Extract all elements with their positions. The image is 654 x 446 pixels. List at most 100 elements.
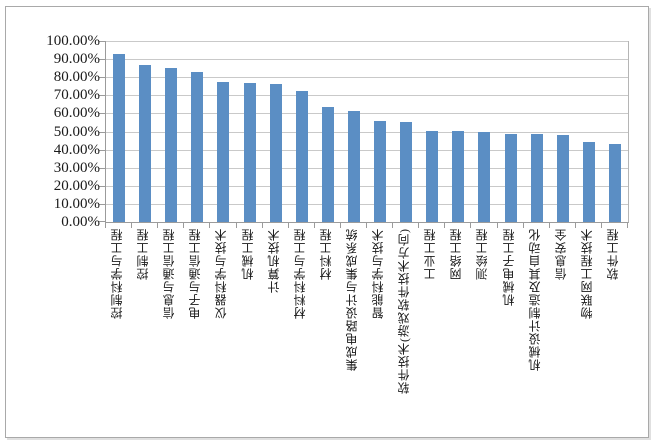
x-axis-label: 机械工程 xyxy=(236,228,262,428)
y-axis-tick xyxy=(99,186,105,187)
x-axis-label: 软件技术(游戏软件技术方向) xyxy=(392,228,418,428)
chart-bar xyxy=(270,84,282,222)
x-axis-tick xyxy=(470,222,471,228)
y-axis-label: 80.00% xyxy=(53,69,100,85)
x-axis-label-text: 控制科学与工程 xyxy=(110,228,125,319)
x-axis-label: 电子与通信工程 xyxy=(183,228,209,428)
y-axis-tick xyxy=(99,59,105,60)
gridline xyxy=(106,59,628,60)
x-axis-label-text: 机械设计制造及其自动化 xyxy=(528,228,543,371)
y-axis-label: 70.00% xyxy=(53,87,100,103)
x-axis-label: 工业工程 xyxy=(418,228,444,428)
x-axis-tick xyxy=(444,222,445,228)
y-axis-tick xyxy=(99,168,105,169)
x-axis-label: 测绘工程 xyxy=(470,228,496,428)
chart-bar xyxy=(165,68,177,222)
x-axis-label: 材料科学与工程 xyxy=(288,228,314,428)
chart-bar xyxy=(609,144,621,222)
y-axis-tick xyxy=(99,150,105,151)
x-axis-tick xyxy=(236,222,237,228)
x-axis-tick xyxy=(105,222,106,228)
y-axis-label: 40.00% xyxy=(53,142,100,158)
x-axis-tick xyxy=(131,222,132,228)
x-axis-label-text: 信息安全 xyxy=(554,228,569,280)
bar-chart-frame: 0.00% 10.00% 20.00% 30.00% 40.00% 50.00% 60.00… xyxy=(5,6,649,438)
gridline xyxy=(106,168,628,169)
chart-bar xyxy=(296,90,308,222)
x-axis-label: 信息安全 xyxy=(549,228,575,428)
chart-bar xyxy=(113,53,125,222)
chart-bar xyxy=(452,130,464,222)
chart-bar xyxy=(139,65,151,222)
x-axis-label-text: 集成电路设计与集成系统 xyxy=(345,228,360,371)
x-axis-label: 信息与通信工程 xyxy=(157,228,183,428)
gridline xyxy=(106,150,628,151)
x-axis-label-text: 仪器科学与技术 xyxy=(214,228,229,319)
x-axis-label: 计算机技术 xyxy=(262,228,288,428)
gridline xyxy=(106,77,628,78)
chart-bar xyxy=(244,82,256,222)
chart-bar xyxy=(322,107,334,222)
chart-bar xyxy=(557,135,569,222)
y-axis-label: 20.00% xyxy=(53,178,100,194)
x-axis-tick xyxy=(627,222,628,228)
plot-area xyxy=(99,41,629,228)
x-axis-tick xyxy=(157,222,158,228)
x-axis-tick xyxy=(183,222,184,228)
x-axis-label-text: 电子与通信工程 xyxy=(188,228,203,319)
chart-bar xyxy=(426,130,438,222)
x-axis-tick xyxy=(523,222,524,228)
x-axis-label-text: 工业工程 xyxy=(423,228,438,280)
x-axis-tick xyxy=(262,222,263,228)
chart-bar xyxy=(374,120,386,222)
x-axis-label: 控制工程 xyxy=(131,228,157,428)
x-axis-tick xyxy=(288,222,289,228)
x-axis-label-text: 控制工程 xyxy=(136,228,151,280)
x-axis-tick xyxy=(314,222,315,228)
x-axis-tick xyxy=(209,222,210,228)
gridline xyxy=(106,186,628,187)
y-axis-label: 100.00% xyxy=(46,33,100,49)
x-axis-label-text: 机械电子工程 xyxy=(502,228,517,306)
x-axis-label-text: 软件技术(游戏软件技术方向) xyxy=(397,228,412,394)
x-axis-labels: 控制科学与工程 控制工程 信息与通信工程 电子与通信工程 仪器科学与技术 机械工程 计算机技… xyxy=(105,228,627,428)
y-axis-tick xyxy=(99,204,105,205)
gridline xyxy=(106,95,628,96)
y-axis-tick xyxy=(99,41,105,42)
x-axis-label-text: 信息与通信工程 xyxy=(162,228,177,319)
x-axis-tick xyxy=(549,222,550,228)
x-axis-label-text: 材料工程 xyxy=(319,228,334,280)
y-axis-label: 60.00% xyxy=(53,105,100,121)
gridline xyxy=(106,41,628,42)
chart-bar xyxy=(583,142,595,222)
x-axis-label: 物联网工程技术 xyxy=(575,228,601,428)
x-axis-label: 仪器科学与技术 xyxy=(209,228,235,428)
y-axis-tick xyxy=(99,77,105,78)
x-axis-label: 智能科学与技术 xyxy=(366,228,392,428)
gridline xyxy=(106,204,628,205)
x-axis-label: 软件工程 xyxy=(601,228,627,428)
y-axis-label: 50.00% xyxy=(53,124,100,140)
chart-bar xyxy=(478,131,490,222)
chart-bar xyxy=(400,122,412,222)
x-axis-label: 控制科学与工程 xyxy=(105,228,131,428)
chart-bar xyxy=(191,71,203,222)
x-axis-label-text: 智能科学与技术 xyxy=(371,228,386,319)
y-axis-tick xyxy=(99,95,105,96)
x-axis-tick xyxy=(392,222,393,228)
y-axis-label: 10.00% xyxy=(53,196,100,212)
y-axis-tick xyxy=(99,113,105,114)
y-axis-label: 30.00% xyxy=(53,160,100,176)
x-axis-label-text: 软件工程 xyxy=(606,228,621,280)
x-axis-label-text: 材料科学与工程 xyxy=(293,228,308,319)
y-axis-tick xyxy=(99,221,105,222)
x-axis-tick xyxy=(575,222,576,228)
x-axis-label-text: 测绘工程 xyxy=(475,228,490,280)
chart-bar xyxy=(348,110,360,222)
y-axis-tick xyxy=(99,132,105,133)
x-axis-label-text: 计算机技术 xyxy=(267,228,282,293)
x-axis-label: 机械电子工程 xyxy=(497,228,523,428)
gridline xyxy=(106,132,628,133)
x-axis-tick xyxy=(366,222,367,228)
